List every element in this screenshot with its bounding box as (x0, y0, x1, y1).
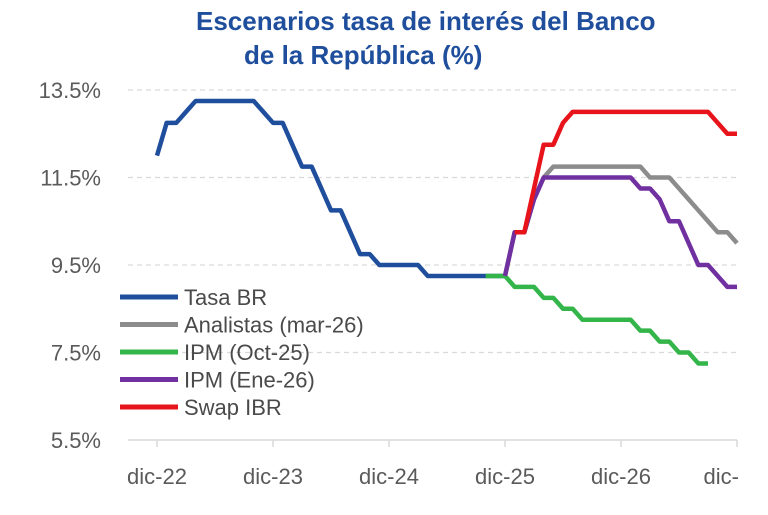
x-tick-labels: dic-22 dic-23 dic-24 dic-25 dic-26 dic- (127, 464, 739, 489)
legend-label-analistas-mar-26: Analistas (mar-26) (184, 313, 364, 338)
y-tick-label: 7.5% (51, 341, 101, 366)
legend-label-swap-ibr: Swap IBR (184, 395, 282, 420)
series-line-ipm-oct-25 (485, 273, 708, 366)
y-tick-label: 5.5% (51, 428, 101, 453)
y-tick-label: 11.5% (40, 166, 101, 191)
legend: Tasa BR Analistas (mar-26)IPM (Oct-25) IPM… (120, 285, 364, 420)
y-tick-label: 13.5% (39, 78, 101, 103)
series-line-ipm-ene-26 (502, 175, 737, 290)
axes (128, 439, 738, 447)
series-line-tasa-br (154, 98, 505, 279)
chart-title-line-2: de la República (%) (244, 40, 483, 70)
x-tick-label: dic- (704, 464, 739, 489)
x-tick-label: dic-23 (243, 464, 303, 489)
x-tick-label: dic-22 (127, 464, 187, 489)
series-lines (154, 98, 739, 366)
legend-label-tasa-br: Tasa BR (184, 285, 267, 310)
x-tick-label: dic-25 (475, 464, 535, 489)
series-line-swap-ibr (514, 109, 737, 235)
y-tick-label: 9.5% (51, 253, 101, 278)
x-tick-label: dic-24 (359, 464, 419, 489)
y-tick-labels: 13.5% 11.5% 9.5% 7.5% 5.5% (39, 78, 101, 453)
chart-title-line-1: Escenarios tasa de interés del Banco (196, 6, 656, 36)
legend-label-ipm-oct-25: IPM (Oct-25) (184, 340, 310, 365)
x-tick-label: dic-26 (591, 464, 651, 489)
legend-label-ipm-ene-26: IPM (Ene-26) (184, 368, 315, 393)
gridlines (128, 89, 737, 354)
